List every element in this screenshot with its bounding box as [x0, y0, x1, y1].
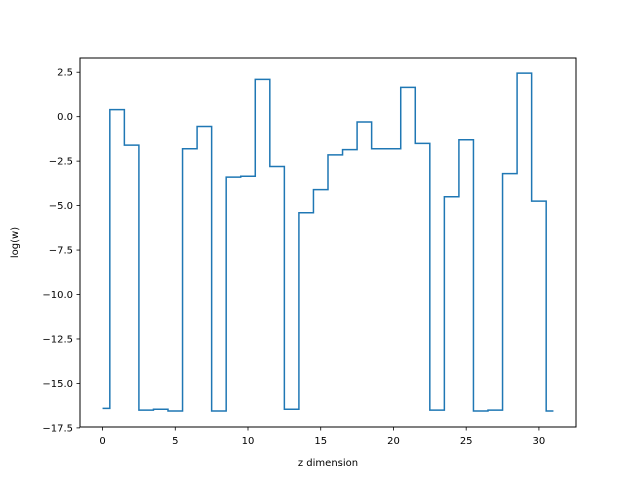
y-axis-label: log(w) [10, 227, 21, 258]
x-axis-label: z dimension [298, 458, 358, 469]
x-tick-label: 25 [460, 436, 473, 447]
series-layer [102, 72, 554, 412]
x-tick-label: 10 [242, 436, 255, 447]
x-axis-ticks: 0 5 10 15 20 25 30 [99, 427, 545, 447]
x-tick-label: 30 [533, 436, 546, 447]
y-tick-label: −7.5 [49, 246, 73, 257]
y-tick-label: 2.5 [57, 68, 73, 79]
y-tick-label: −2.5 [49, 157, 73, 168]
x-tick-label: 20 [387, 436, 400, 447]
y-tick-label: −17.5 [42, 423, 73, 434]
axes-frame [79, 57, 577, 428]
y-tick-label: −15.0 [42, 379, 73, 390]
y-tick-label: −5.0 [49, 201, 73, 212]
x-tick-label: 15 [314, 436, 327, 447]
y-tick-label: −12.5 [42, 334, 73, 345]
y-tick-label: −10.0 [42, 290, 73, 301]
x-tick-label: 0 [99, 436, 105, 447]
x-tick-label: 5 [172, 436, 178, 447]
series-line-0 [102, 72, 554, 412]
y-tick-label: 0.0 [57, 112, 73, 123]
y-axis-ticks: 2.5 0.0 −2.5 −5.0 −7.5 −10.0 −12.5 −15.0 −17.5 [42, 68, 80, 434]
